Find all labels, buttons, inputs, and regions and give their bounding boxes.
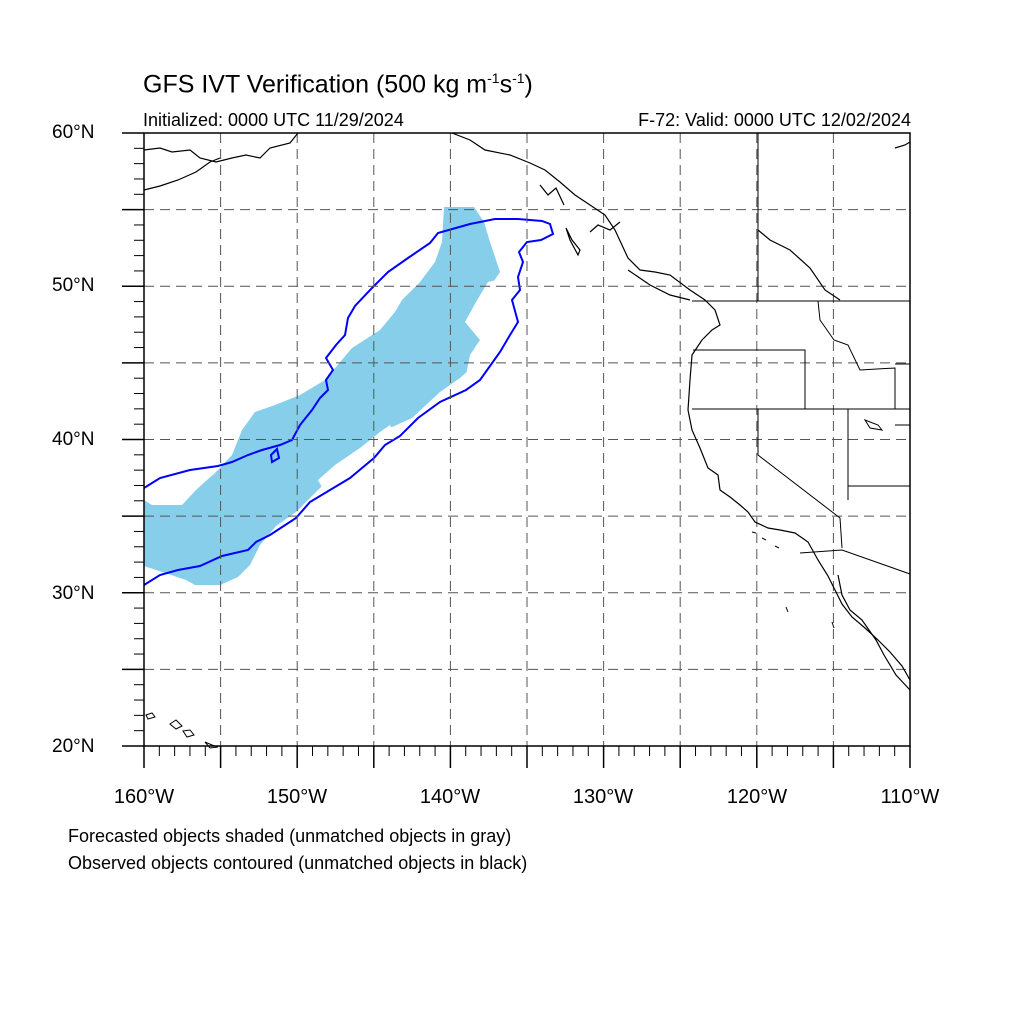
legend-forecast-note: Forecasted objects shaded (unmatched obj…: [68, 826, 512, 846]
valid-time: F-72: Valid: 0000 UTC 12/02/2024: [638, 110, 911, 130]
lon-label-150w: 150°W: [266, 786, 328, 808]
lon-label-120w: 120°W: [726, 786, 788, 808]
hawaiian-islands: [145, 712, 219, 749]
lon-label-160w: 160°W: [113, 786, 175, 808]
lat-label-60n: 60°N: [52, 122, 95, 143]
observed-contour-blob: [269, 447, 281, 464]
legend-observed-note: Observed objects contoured (unmatched ob…: [68, 853, 528, 873]
lat-label-50n: 50°N: [52, 275, 95, 296]
map-frame: [143, 132, 911, 747]
lat-label-40n: 40°N: [52, 429, 95, 450]
forecast-gap-west: [160, 472, 218, 502]
map-title: GFS IVT Verification (500 kg m-1s-1): [143, 70, 533, 99]
observed-ivt-contour: [143, 218, 555, 586]
lon-label-130w: 130°W: [572, 786, 634, 808]
forecast-gap-south: [318, 425, 395, 487]
initialized-time: Initialized: 0000 UTC 11/29/2024: [143, 110, 404, 130]
coastline: [143, 132, 911, 691]
lat-label-20n: 20°N: [52, 736, 95, 757]
lon-label-140w: 140°W: [419, 786, 481, 808]
channel-islands: [751, 418, 884, 629]
forecast-gap-north: [465, 278, 512, 380]
lon-label-110w: 110°W: [880, 786, 940, 808]
graticule: [122, 132, 911, 768]
political-borders: [692, 133, 911, 575]
lat-label-30n: 30°N: [52, 583, 95, 604]
